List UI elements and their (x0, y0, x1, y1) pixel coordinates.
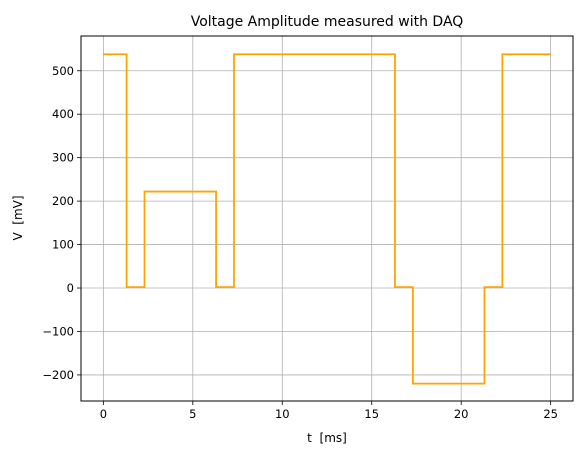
y-tick-label: 400 (52, 107, 74, 121)
y-tick-label: 500 (52, 64, 74, 78)
y-tick-label: 200 (52, 194, 74, 208)
data-series (103, 53, 551, 385)
grid (81, 36, 573, 401)
y-tick-label: 0 (67, 281, 74, 295)
x-tick-label: 10 (275, 407, 290, 421)
y-axis-label: V [mV] (11, 195, 25, 240)
y-tick-label: 100 (52, 238, 74, 252)
y-tick-label: −100 (42, 324, 74, 338)
voltage-line (103, 53, 551, 385)
x-tick-label: 25 (543, 407, 558, 421)
chart-title: Voltage Amplitude measured with DAQ (191, 14, 464, 30)
x-tick-label: 15 (364, 407, 379, 421)
y-tick-label: 300 (52, 151, 74, 165)
x-tick-label: 20 (454, 407, 469, 421)
plot-frame (80, 35, 574, 402)
x-ticks: 0 5 10 15 20 25 (100, 401, 558, 421)
x-tick-label: 5 (189, 407, 196, 421)
x-tick-label: 0 (100, 407, 107, 421)
x-axis-label: t [ms] (307, 431, 347, 445)
y-tick-label: −200 (42, 368, 74, 382)
y-ticks: −200 −100 0 100 200 300 400 500 (42, 64, 81, 382)
